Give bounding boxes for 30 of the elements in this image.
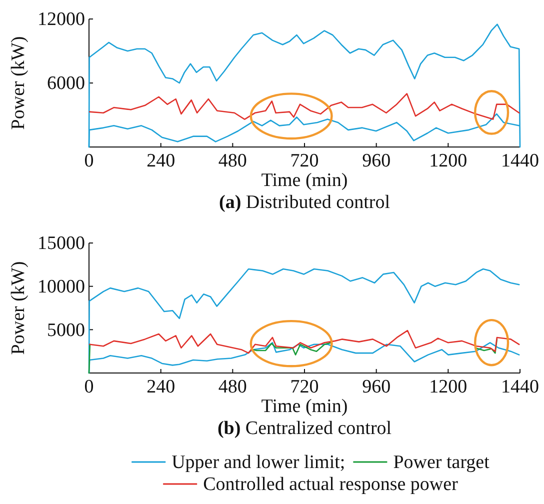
text: (a) Distributed control (219, 192, 390, 213)
y-tick-label: 6000 (47, 73, 85, 94)
x-tick-label: 0 (84, 150, 94, 172)
text: (b) Centralized control (217, 418, 392, 439)
line-series (88, 93, 520, 120)
y-tick-label: 12000 (38, 9, 85, 30)
y-axis-title: Power (kW) (8, 261, 29, 355)
y-tick-label: 5000 (47, 320, 85, 341)
x-tick-label: 0 (84, 376, 94, 398)
x-axis-title: Time (min) (261, 396, 348, 417)
y-axis-title: Power (kW) (8, 36, 29, 130)
x-tick-label: 1440 (501, 376, 539, 398)
x-tick-label: 240 (146, 150, 176, 172)
legend-label: Power target (393, 452, 490, 473)
x-tick-label: 480 (218, 376, 247, 398)
x-tick-label: 1440 (501, 150, 539, 172)
x-tick-label: 1200 (429, 150, 468, 172)
x-axis-title: Time (min) (261, 170, 348, 191)
x-tick-label: 720 (290, 150, 319, 172)
legend-label: Upper and lower limit; (172, 452, 346, 473)
line-series (88, 330, 520, 354)
x-tick-label: 960 (362, 150, 391, 172)
x-tick-label: 480 (218, 150, 247, 172)
y-tick-label: 10000 (38, 276, 85, 298)
x-tick-label: 240 (146, 376, 176, 398)
x-tick-label: 1200 (429, 376, 468, 398)
legend-label: Controlled actual response power (203, 474, 459, 495)
x-tick-label: 720 (290, 376, 319, 398)
y-tick-label: 15000 (38, 233, 85, 254)
x-tick-label: 960 (362, 376, 391, 398)
